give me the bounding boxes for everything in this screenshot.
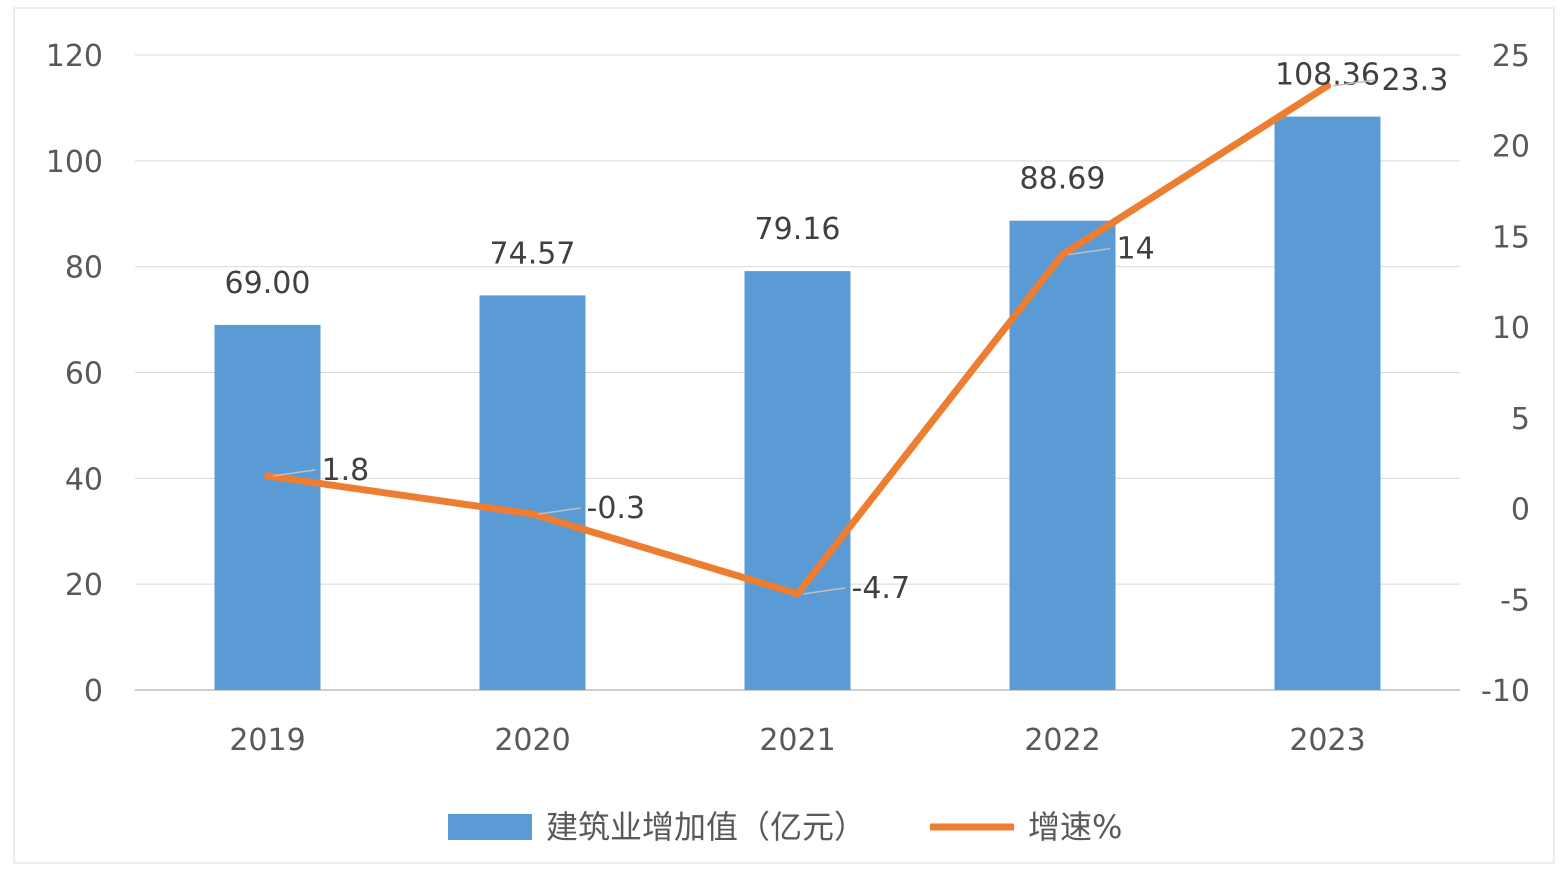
- line-point: [1324, 82, 1331, 90]
- x-tick-label: 2019: [229, 723, 305, 758]
- right-y-tick-label: 25: [1492, 39, 1530, 74]
- right-y-tick-label: 5: [1511, 402, 1530, 437]
- right-y-tick-label: 0: [1511, 493, 1530, 528]
- leader-line: [803, 587, 846, 595]
- line-point: [264, 472, 271, 480]
- left-y-tick-label: 20: [65, 568, 103, 603]
- bar-value-label: 88.69: [1020, 162, 1106, 197]
- x-tick-label: 2023: [1289, 723, 1365, 758]
- legend-bar-swatch: [448, 814, 532, 840]
- bar: [1009, 220, 1116, 691]
- line-value-label: 14: [1117, 232, 1155, 267]
- line-series: [264, 82, 1331, 598]
- left-y-tick-label: 60: [65, 357, 103, 392]
- right-y-tick-label: -10: [1481, 674, 1530, 709]
- x-tick-label: 2020: [494, 723, 570, 758]
- bar-value-label: 74.57: [490, 236, 576, 271]
- leader-line: [1068, 247, 1111, 256]
- leader-line: [1333, 79, 1376, 87]
- right-y-tick-label: 20: [1492, 130, 1530, 165]
- left-y-tick-label: 80: [65, 251, 103, 286]
- line-point: [1059, 251, 1066, 259]
- left-y-axis: 0 20 40 60 80 100 120: [46, 39, 103, 709]
- left-y-tick-label: 120: [46, 39, 103, 74]
- right-y-axis: -10 -5 0 5 10 15 20 25: [1481, 39, 1530, 709]
- left-y-tick-label: 100: [46, 145, 103, 180]
- legend-line-label: 增速%: [1028, 808, 1122, 846]
- right-y-tick-label: 15: [1492, 220, 1530, 255]
- data-labels: 69.00 74.57 79.16 88.69 108.36 1.8 -0.3 -4.7 14 2…: [225, 58, 1449, 606]
- bar-value-label: 69.00: [225, 266, 311, 301]
- bar-value-label: 79.16: [755, 212, 841, 247]
- bar: [479, 295, 586, 690]
- leader-line: [538, 507, 581, 515]
- bar-series: [214, 116, 1381, 691]
- x-axis: 2019 2020 2021 2022 2023: [229, 723, 1365, 758]
- bar-value-label: 108.36: [1275, 58, 1380, 93]
- legend: 建筑业增加值（亿元） 增速%: [448, 808, 1122, 846]
- gridlines: [135, 54, 1460, 691]
- leader-line: [273, 469, 316, 477]
- left-y-tick-label: 0: [84, 674, 103, 709]
- left-y-tick-label: 40: [65, 462, 103, 497]
- x-tick-label: 2022: [1024, 723, 1100, 758]
- line-value-label: -4.7: [852, 571, 911, 606]
- line-point: [794, 590, 801, 598]
- line-point: [529, 510, 536, 518]
- bar: [744, 271, 851, 690]
- legend-bar-label: 建筑业增加值（亿元）: [546, 808, 866, 846]
- bar: [1274, 116, 1381, 691]
- x-tick-label: 2021: [759, 723, 835, 758]
- line-value-label: -0.3: [587, 491, 646, 526]
- right-y-tick-label: -5: [1500, 583, 1530, 618]
- bar: [214, 324, 321, 690]
- line-value-label: 1.8: [322, 453, 370, 488]
- line-value-label: 23.3: [1382, 63, 1449, 98]
- right-y-tick-label: 10: [1492, 311, 1530, 346]
